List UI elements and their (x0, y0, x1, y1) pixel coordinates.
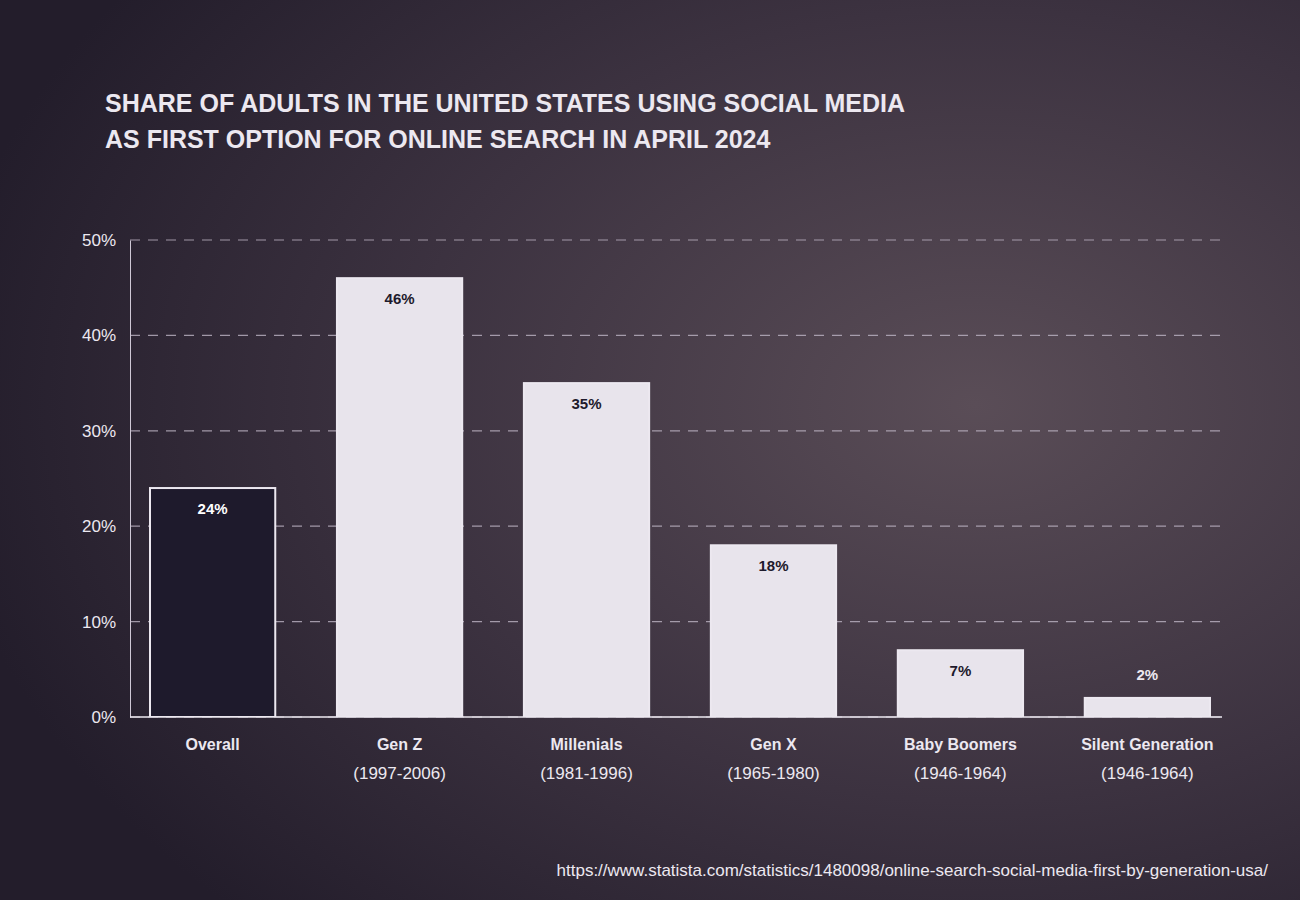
x-tick: Baby Boomers(1946-1964) (904, 736, 1017, 783)
data-label: 24% (198, 500, 228, 517)
y-tick: 40% (82, 326, 116, 345)
chart-title: AS FIRST OPTION FOR ONLINE SEARCH IN APR… (105, 125, 770, 153)
x-tick-label: Overall (185, 736, 239, 753)
x-tick-label: Gen X(1965-1980) (727, 736, 820, 783)
y-tick: 10% (82, 613, 116, 632)
source: https://www.statista.com/statistics/1480… (557, 861, 1269, 880)
bar (1085, 698, 1210, 717)
bar (711, 545, 836, 717)
data-label: 18% (758, 557, 788, 574)
x-tick: Gen X(1965-1980) (727, 736, 820, 783)
chart-title: SHARE OF ADULTS IN THE UNITED STATES USI… (105, 89, 905, 117)
y-axis-line (130, 241, 131, 718)
background (0, 0, 1300, 900)
y-tick: 20% (82, 517, 116, 536)
grid-line (130, 430, 1222, 431)
data-label: 7% (950, 662, 972, 679)
x-axis: Overall Gen Z(1997-2006) Millenials(1981-1… (130, 717, 1222, 783)
data-label: 35% (572, 395, 602, 412)
x-tick-label: Baby Boomers(1946-1964) (904, 736, 1017, 783)
grid-line (130, 621, 1222, 622)
data-labels: 24% 46% 35% 18% 7% 2% (198, 290, 1159, 683)
y-tick: 50% (82, 231, 116, 250)
grid (130, 240, 1222, 717)
y-tick-label: 50% (82, 231, 116, 250)
y-tick-label: 10% (82, 613, 116, 632)
title-group: SHARE OF ADULTS IN THE UNITED STATES USI… (105, 89, 905, 153)
grid-line (130, 526, 1222, 527)
grid-line (130, 716, 1222, 717)
grid-line (130, 335, 1222, 336)
bar (524, 383, 649, 717)
x-tick-label: Gen Z(1997-2006) (353, 736, 446, 783)
x-tick: Overall (185, 736, 239, 753)
x-tick-label: Silent Generation(1946-1964) (1081, 736, 1213, 783)
y-tick-label: 0% (91, 708, 116, 727)
data-label: 2% (1137, 666, 1159, 683)
y-tick-label: 20% (82, 517, 116, 536)
x-tick: Gen Z(1997-2006) (353, 736, 446, 783)
bar (337, 278, 462, 717)
bars (150, 278, 1210, 717)
data-label: 46% (385, 290, 415, 307)
x-axis-line (130, 716, 1222, 718)
x-tick-label: Millenials(1981-1996) (540, 736, 633, 783)
bar (898, 650, 1023, 717)
x-tick: Millenials(1981-1996) (540, 736, 633, 783)
y-tick-label: 40% (82, 326, 116, 345)
bar (150, 488, 275, 717)
grid-line (130, 239, 1222, 240)
y-tick-label: 30% (82, 422, 116, 441)
chart-svg: SHARE OF ADULTS IN THE UNITED STATES USI… (0, 0, 1300, 900)
x-tick: Silent Generation(1946-1964) (1081, 736, 1213, 783)
y-axis: 0% 10% 20% 30% 40% 50% (82, 231, 131, 727)
y-tick: 30% (82, 422, 116, 441)
y-tick: 0% (91, 708, 116, 727)
